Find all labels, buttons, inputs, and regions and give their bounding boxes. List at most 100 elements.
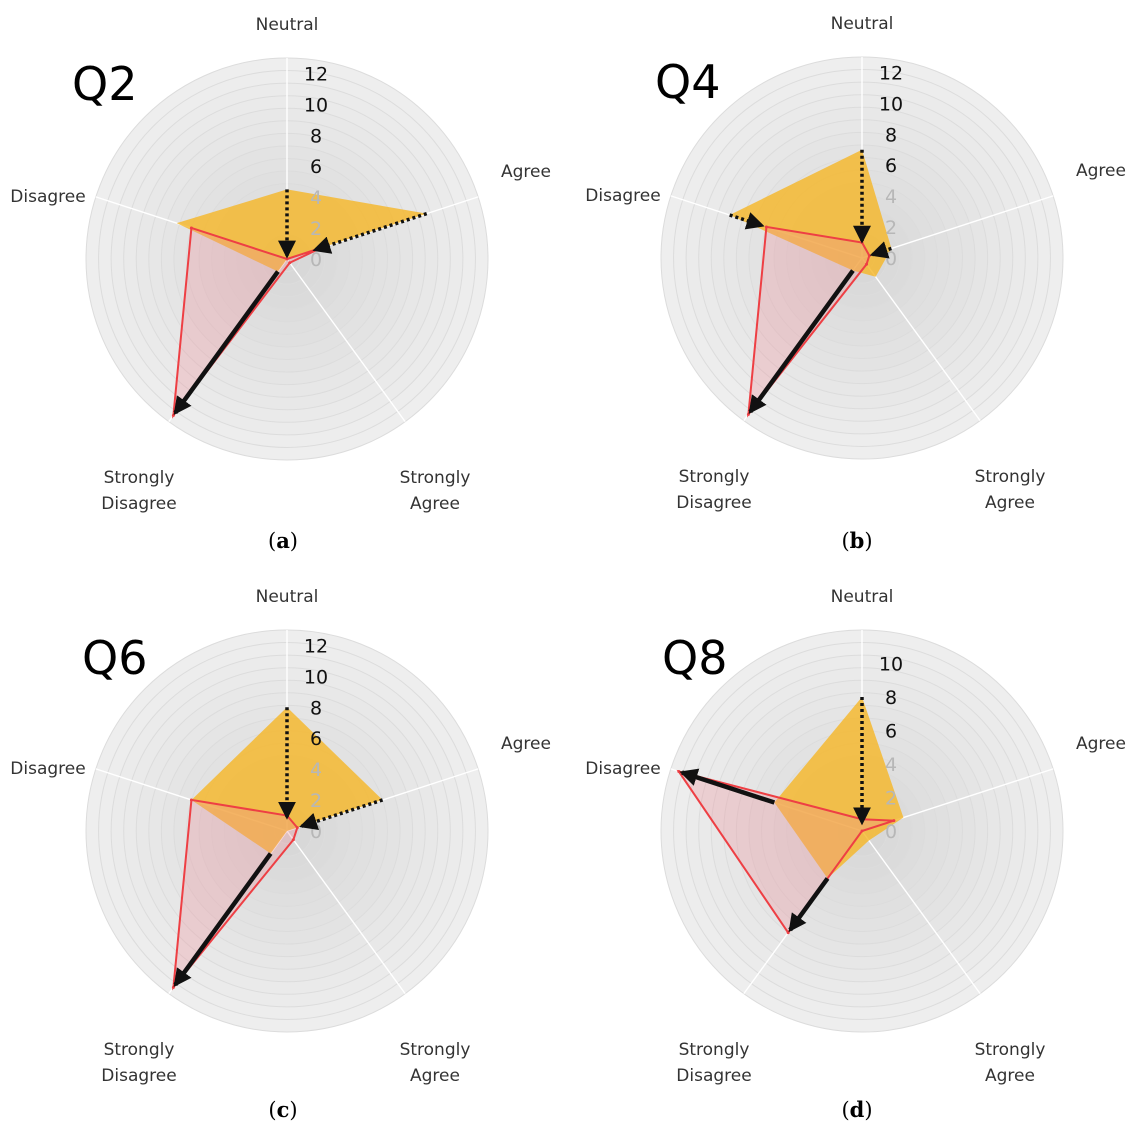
axis-label-strongly-disagree: Disagree [101,494,176,514]
series-point [171,985,175,989]
series-point [867,254,871,258]
tick-label: 12 [304,63,328,85]
axis-label-strongly-agree: Agree [410,494,460,514]
tick-label: 6 [885,155,897,177]
panel-title: Q4 [655,55,720,109]
series-polygon [172,798,299,991]
panel-caption: (a) [268,528,298,553]
tick-label: 2 [885,788,897,810]
radar-panel-d: 0 2 4 6 8 10 Neutral Agree Strongly Agree Strongly… [585,587,1126,1122]
series-point [285,257,289,261]
tick-label: 2 [310,218,322,240]
change-arrow [173,270,280,416]
tick-label: 12 [879,62,903,84]
axis-label-strongly-disagree: Disagree [676,1066,751,1086]
tick-label: 10 [879,654,903,676]
tick-label: 10 [304,666,328,688]
tick-label: 6 [885,721,897,743]
tick-label: 10 [304,94,328,116]
series-point [874,275,877,278]
tick-label: 8 [885,124,897,146]
tick-label: 0 [885,248,897,270]
radar-panel-c: 024681012NeutralAgreeStronglyAgreeStrong… [10,587,551,1122]
axis-label-strongly-disagree: Strongly [104,468,175,488]
panel-title: Q6 [82,631,147,685]
panel-caption: (b) [841,528,872,553]
axis-label-neutral: Neutral [256,587,319,607]
tick-label: 4 [310,187,322,209]
tick-label: 12 [304,635,328,657]
change-arrow [679,768,776,805]
change-arrow [748,269,855,415]
series-point [291,838,295,842]
panel-caption: (c) [268,1097,297,1122]
spoke-strongly-agree [861,830,981,995]
panel-caption: (d) [841,1097,872,1122]
series-point [860,241,864,245]
axis-label-strongly-disagree: Disagree [101,1066,176,1086]
series-point [867,839,870,842]
series-polygon [774,697,904,879]
tick-label: 4 [885,754,897,776]
axis-label-disagree: Disagree [10,187,85,207]
axis-label-disagree: Disagree [585,186,660,206]
axis-label-strongly-disagree: Strongly [679,467,750,487]
series-point [746,412,750,416]
series-point [902,816,905,819]
change-arrow [312,211,428,254]
axis-label-strongly-disagree: Disagree [676,493,751,513]
change-arrow [788,877,830,933]
radar-panel-a: 0 2 4 6 8 10 12 Neutral Agree Strongly Agree Strong… [10,15,551,553]
radar-panel-b: 0 2 4 6 8 10 12 Neutral Agree Strongly Agree Strong… [585,14,1126,553]
series-point [171,413,175,417]
axis-label-neutral: Neutral [256,15,319,35]
series-polygon [176,189,427,272]
axis-label-agree: Agree [1076,734,1126,754]
tick-label: 0 [310,249,322,271]
series-point [865,262,869,266]
series-point [189,226,193,230]
axis-label-disagree: Disagree [10,759,85,779]
tick-label: 0 [885,821,897,843]
series-point [677,769,681,773]
series-polygon [729,149,892,277]
series-point [860,829,864,833]
series-point [175,222,178,225]
tick-label: 8 [310,697,322,719]
series-point [892,819,896,823]
panel-title: Q2 [72,57,137,111]
tick-label: 2 [310,790,322,812]
series-point [786,931,790,935]
series-point [295,826,299,830]
axis-label-strongly-agree: Strongly [400,468,471,488]
spoke-strongly-agree [286,258,406,423]
tick-label: 2 [885,217,897,239]
series-point [764,225,768,229]
tick-label: 4 [885,186,897,208]
tick-label: 10 [879,93,903,115]
axis-label-strongly-agree: Strongly [400,1040,471,1060]
axis-label-strongly-agree: Agree [985,493,1035,513]
axis-label-strongly-agree: Agree [410,1066,460,1086]
change-arrow [299,798,384,831]
axis-label-strongly-agree: Strongly [975,467,1046,487]
axis-label-agree: Agree [501,162,551,182]
axis-label-strongly-disagree: Strongly [104,1040,175,1060]
axis-label-disagree: Disagree [585,759,660,779]
axis-label-strongly-disagree: Strongly [679,1040,750,1060]
change-arrow [173,852,273,988]
spoke-strongly-agree [286,830,406,995]
axis-label-strongly-agree: Strongly [975,1040,1046,1060]
series-polygon [747,225,871,418]
tick-label: 8 [310,125,322,147]
axis-label-agree: Agree [1076,161,1126,181]
series-point [288,261,292,265]
axis-label-neutral: Neutral [831,14,894,34]
axis-label-agree: Agree [501,734,551,754]
tick-label: 6 [310,728,322,750]
tick-label: 6 [310,156,322,178]
tick-label: 8 [885,687,897,709]
axis-label-strongly-agree: Agree [985,1066,1035,1086]
panel-title: Q8 [662,631,727,685]
